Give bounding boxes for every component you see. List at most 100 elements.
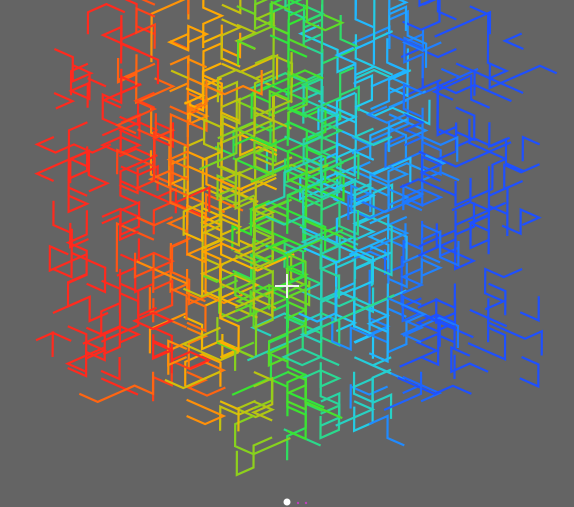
curve-segment (253, 376, 274, 410)
curve-segment (353, 356, 392, 375)
curve-segment (169, 154, 188, 212)
curve-segment (236, 39, 256, 66)
curve-segment (216, 68, 256, 103)
curve-segment (187, 69, 263, 96)
curve-segment (335, 151, 356, 178)
curve-segment (501, 207, 542, 236)
curve-segment (455, 106, 476, 142)
curve-segment (235, 239, 273, 273)
curve-segment (234, 159, 256, 225)
curve-segment (369, 213, 390, 240)
curve-segment (135, 54, 176, 105)
curve-segment (182, 286, 222, 313)
curve-segment (487, 204, 508, 255)
curve-segment (254, 9, 275, 85)
curve-segment (418, 0, 457, 21)
curve-segment (186, 398, 227, 426)
curve-segment (454, 157, 507, 207)
space-filling-curve (34, 0, 558, 477)
curve-segment (286, 373, 307, 441)
curve-segment (201, 289, 224, 308)
curve-segment (101, 125, 122, 152)
curve-segment (352, 368, 392, 404)
curve-segment (299, 209, 356, 245)
curve-segment (284, 169, 323, 211)
curve-segment (334, 170, 375, 197)
curve-segment (231, 377, 288, 396)
curve-segment (388, 9, 428, 68)
curve-segment (454, 202, 476, 237)
curve-segment (131, 311, 175, 331)
curve-segment (234, 346, 255, 371)
curve-segment (153, 185, 211, 212)
curve-segment (287, 170, 344, 239)
curve-segment (120, 179, 178, 214)
curve-segment (281, 347, 340, 367)
curve-segment (219, 404, 258, 431)
curve-segment (133, 252, 155, 293)
curve-segment (287, 69, 324, 80)
curve-segment (488, 63, 558, 90)
curve-segment (365, 105, 406, 124)
curve-segment (519, 296, 540, 323)
curve-segment (249, 77, 290, 119)
curve-segment (354, 0, 375, 29)
curve-segment (284, 259, 307, 278)
curve-segment (48, 244, 88, 273)
curve-segment (187, 0, 190, 15)
curve-segment (403, 128, 426, 147)
curve-segment (236, 172, 257, 206)
curve-segment (35, 331, 72, 358)
curve-segment (401, 28, 442, 53)
curve-segment (402, 253, 441, 264)
curve-segment (399, 333, 456, 368)
curve-segment (231, 200, 289, 251)
curve-segment (488, 282, 507, 316)
curve-segment (388, 0, 409, 35)
curve-segment (253, 52, 293, 119)
curve-segment (200, 242, 241, 284)
curve-segment (418, 228, 457, 255)
curve-segment (135, 6, 156, 49)
curve-segment (455, 62, 494, 96)
crosshair-icon (275, 274, 299, 298)
curve-segment (402, 82, 423, 118)
curve-segment (284, 135, 322, 146)
curve-segment (235, 436, 273, 477)
curve-segment (219, 400, 240, 432)
curve-segment (320, 235, 359, 271)
curve-segment (367, 227, 408, 270)
curve-segment (420, 316, 440, 367)
curve-segment (366, 269, 391, 344)
curve-segment (352, 127, 393, 147)
curve-segment (397, 376, 472, 396)
curve-segment (100, 356, 121, 381)
curve-segment (320, 48, 339, 123)
curve-segment (221, 0, 242, 15)
curve-segment (101, 207, 142, 227)
curve-segment (300, 75, 323, 94)
curve-segment (386, 38, 409, 80)
curve-segment (252, 268, 273, 300)
curve-segment (399, 178, 456, 197)
curve-segment (402, 0, 441, 31)
curve-segment (169, 287, 188, 321)
curve-segment (319, 404, 341, 440)
curve-segment (284, 183, 323, 226)
curve-segment (468, 118, 507, 161)
curve-segment (436, 80, 457, 139)
curve-segment (483, 267, 523, 311)
curve-segment (147, 169, 188, 197)
curve-segment (320, 294, 395, 329)
curve-segment (34, 135, 112, 154)
curve-segment (287, 0, 310, 17)
curve-segment (354, 156, 412, 183)
curve-segment (383, 371, 423, 412)
curve-segment (82, 302, 121, 345)
curve-segment (53, 47, 94, 83)
curve-segment (34, 156, 75, 183)
curve-segment (435, 318, 456, 350)
curve-segment (268, 89, 289, 118)
